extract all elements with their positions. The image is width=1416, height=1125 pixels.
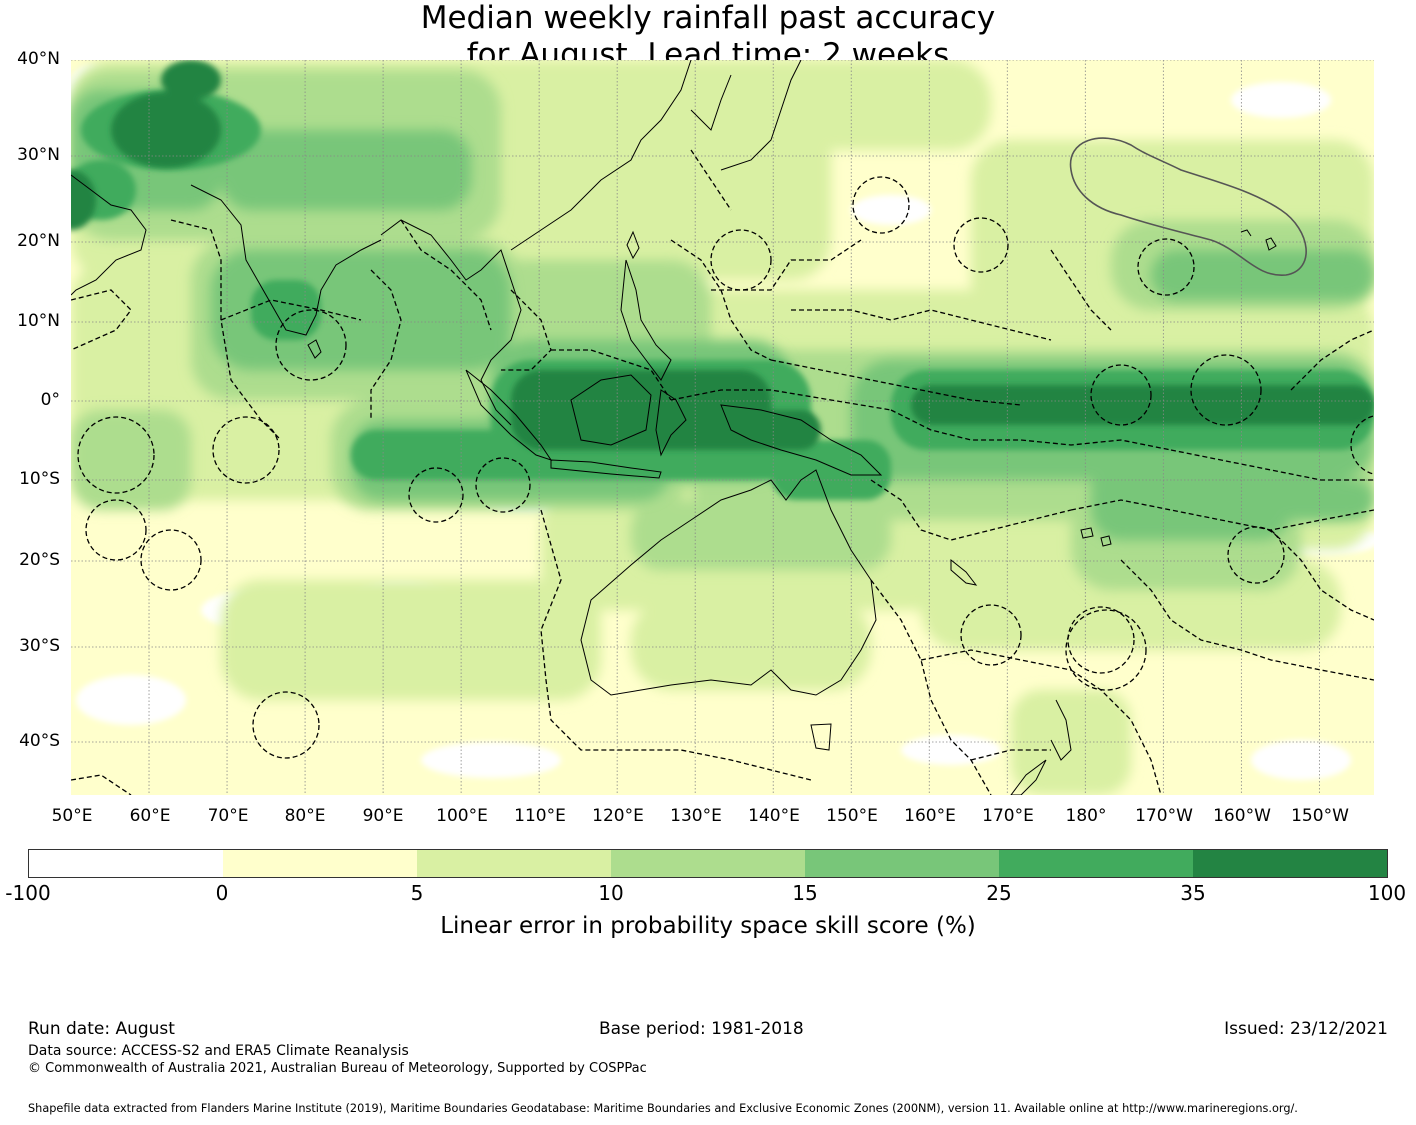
skill-score-map — [71, 60, 1374, 795]
lon-label-90e: 90°E — [362, 806, 404, 826]
lat-label-10s: 10°S — [19, 469, 60, 489]
map-title-line-1: Median weekly rainfall past accuracy — [420, 0, 996, 36]
lon-label-130e: 130°E — [670, 806, 722, 826]
lat-label-40n: 40°N — [17, 49, 60, 69]
map-canvas — [71, 60, 1374, 795]
hawaii-eez-outline — [1069, 137, 1307, 276]
colorbar-tick: 25 — [986, 881, 1012, 905]
lon-label-160e: 160°E — [904, 806, 956, 826]
colorbar-tick: -100 — [5, 881, 51, 905]
lon-label-50e: 50°E — [51, 806, 93, 826]
lat-label-10n: 10°N — [17, 311, 60, 331]
lon-label-110e: 110°E — [514, 806, 566, 826]
lon-label-60e: 60°E — [129, 806, 171, 826]
lon-label-180: 180° — [1065, 806, 1107, 826]
lon-label-70e: 70°E — [207, 806, 249, 826]
lon-label-120e: 120°E — [592, 806, 644, 826]
issued-date-text: Issued: 23/12/2021 — [1224, 1019, 1388, 1039]
colorbar-segment-10-15 — [611, 850, 805, 877]
lon-label-150e: 150°E — [826, 806, 878, 826]
copyright-text: © Commonwealth of Australia 2021, Austra… — [28, 1061, 647, 1076]
colorbar-tick: 15 — [792, 881, 818, 905]
colorbar-tick: 5 — [410, 881, 424, 905]
colorbar-tick: 35 — [1180, 881, 1206, 905]
colorbar-label: Linear error in probability space skill … — [440, 913, 976, 939]
lon-label-80e: 80°E — [284, 806, 326, 826]
lat-label-20n: 20°N — [17, 231, 60, 251]
coastlines — [71, 60, 1277, 795]
lon-label-100e: 100°E — [436, 806, 488, 826]
colorbar-segment-35-100 — [1193, 850, 1387, 877]
lon-label-170e: 170°E — [982, 806, 1034, 826]
lon-label-150w: 150°W — [1291, 806, 1349, 826]
colorbar-tick: 10 — [598, 881, 624, 905]
data-source-text: Data source: ACCESS-S2 and ERA5 Climate … — [28, 1043, 409, 1059]
lat-label-40s: 40°S — [19, 731, 60, 751]
eez-boundaries — [71, 149, 1374, 795]
lon-label-160w: 160°W — [1213, 806, 1271, 826]
colorbar-segment-5-10 — [417, 850, 611, 877]
shapefile-credit-text: Shapefile data extracted from Flanders M… — [28, 1102, 1298, 1115]
base-period-text: Base period: 1981-2018 — [599, 1019, 804, 1039]
lat-label-30s: 30°S — [19, 636, 60, 656]
colorbar-tick: 0 — [215, 881, 229, 905]
run-date-text: Run date: August — [28, 1019, 175, 1039]
lon-label-140e: 140°E — [748, 806, 800, 826]
colorbar-segment-0-5 — [223, 850, 417, 877]
lon-label-170w: 170°W — [1135, 806, 1193, 826]
lat-label-20s: 20°S — [19, 550, 60, 570]
colorbar-segment-neg100-0 — [29, 850, 223, 877]
lat-label-equator: 0° — [40, 390, 60, 410]
lat-label-30n: 30°N — [17, 145, 60, 165]
colorbar — [28, 849, 1388, 878]
colorbar-segment-25-35 — [999, 850, 1193, 877]
skill-score-shading — [71, 60, 1374, 795]
colorbar-segment-15-25 — [805, 850, 999, 877]
colorbar-tick: 100 — [1367, 881, 1407, 905]
